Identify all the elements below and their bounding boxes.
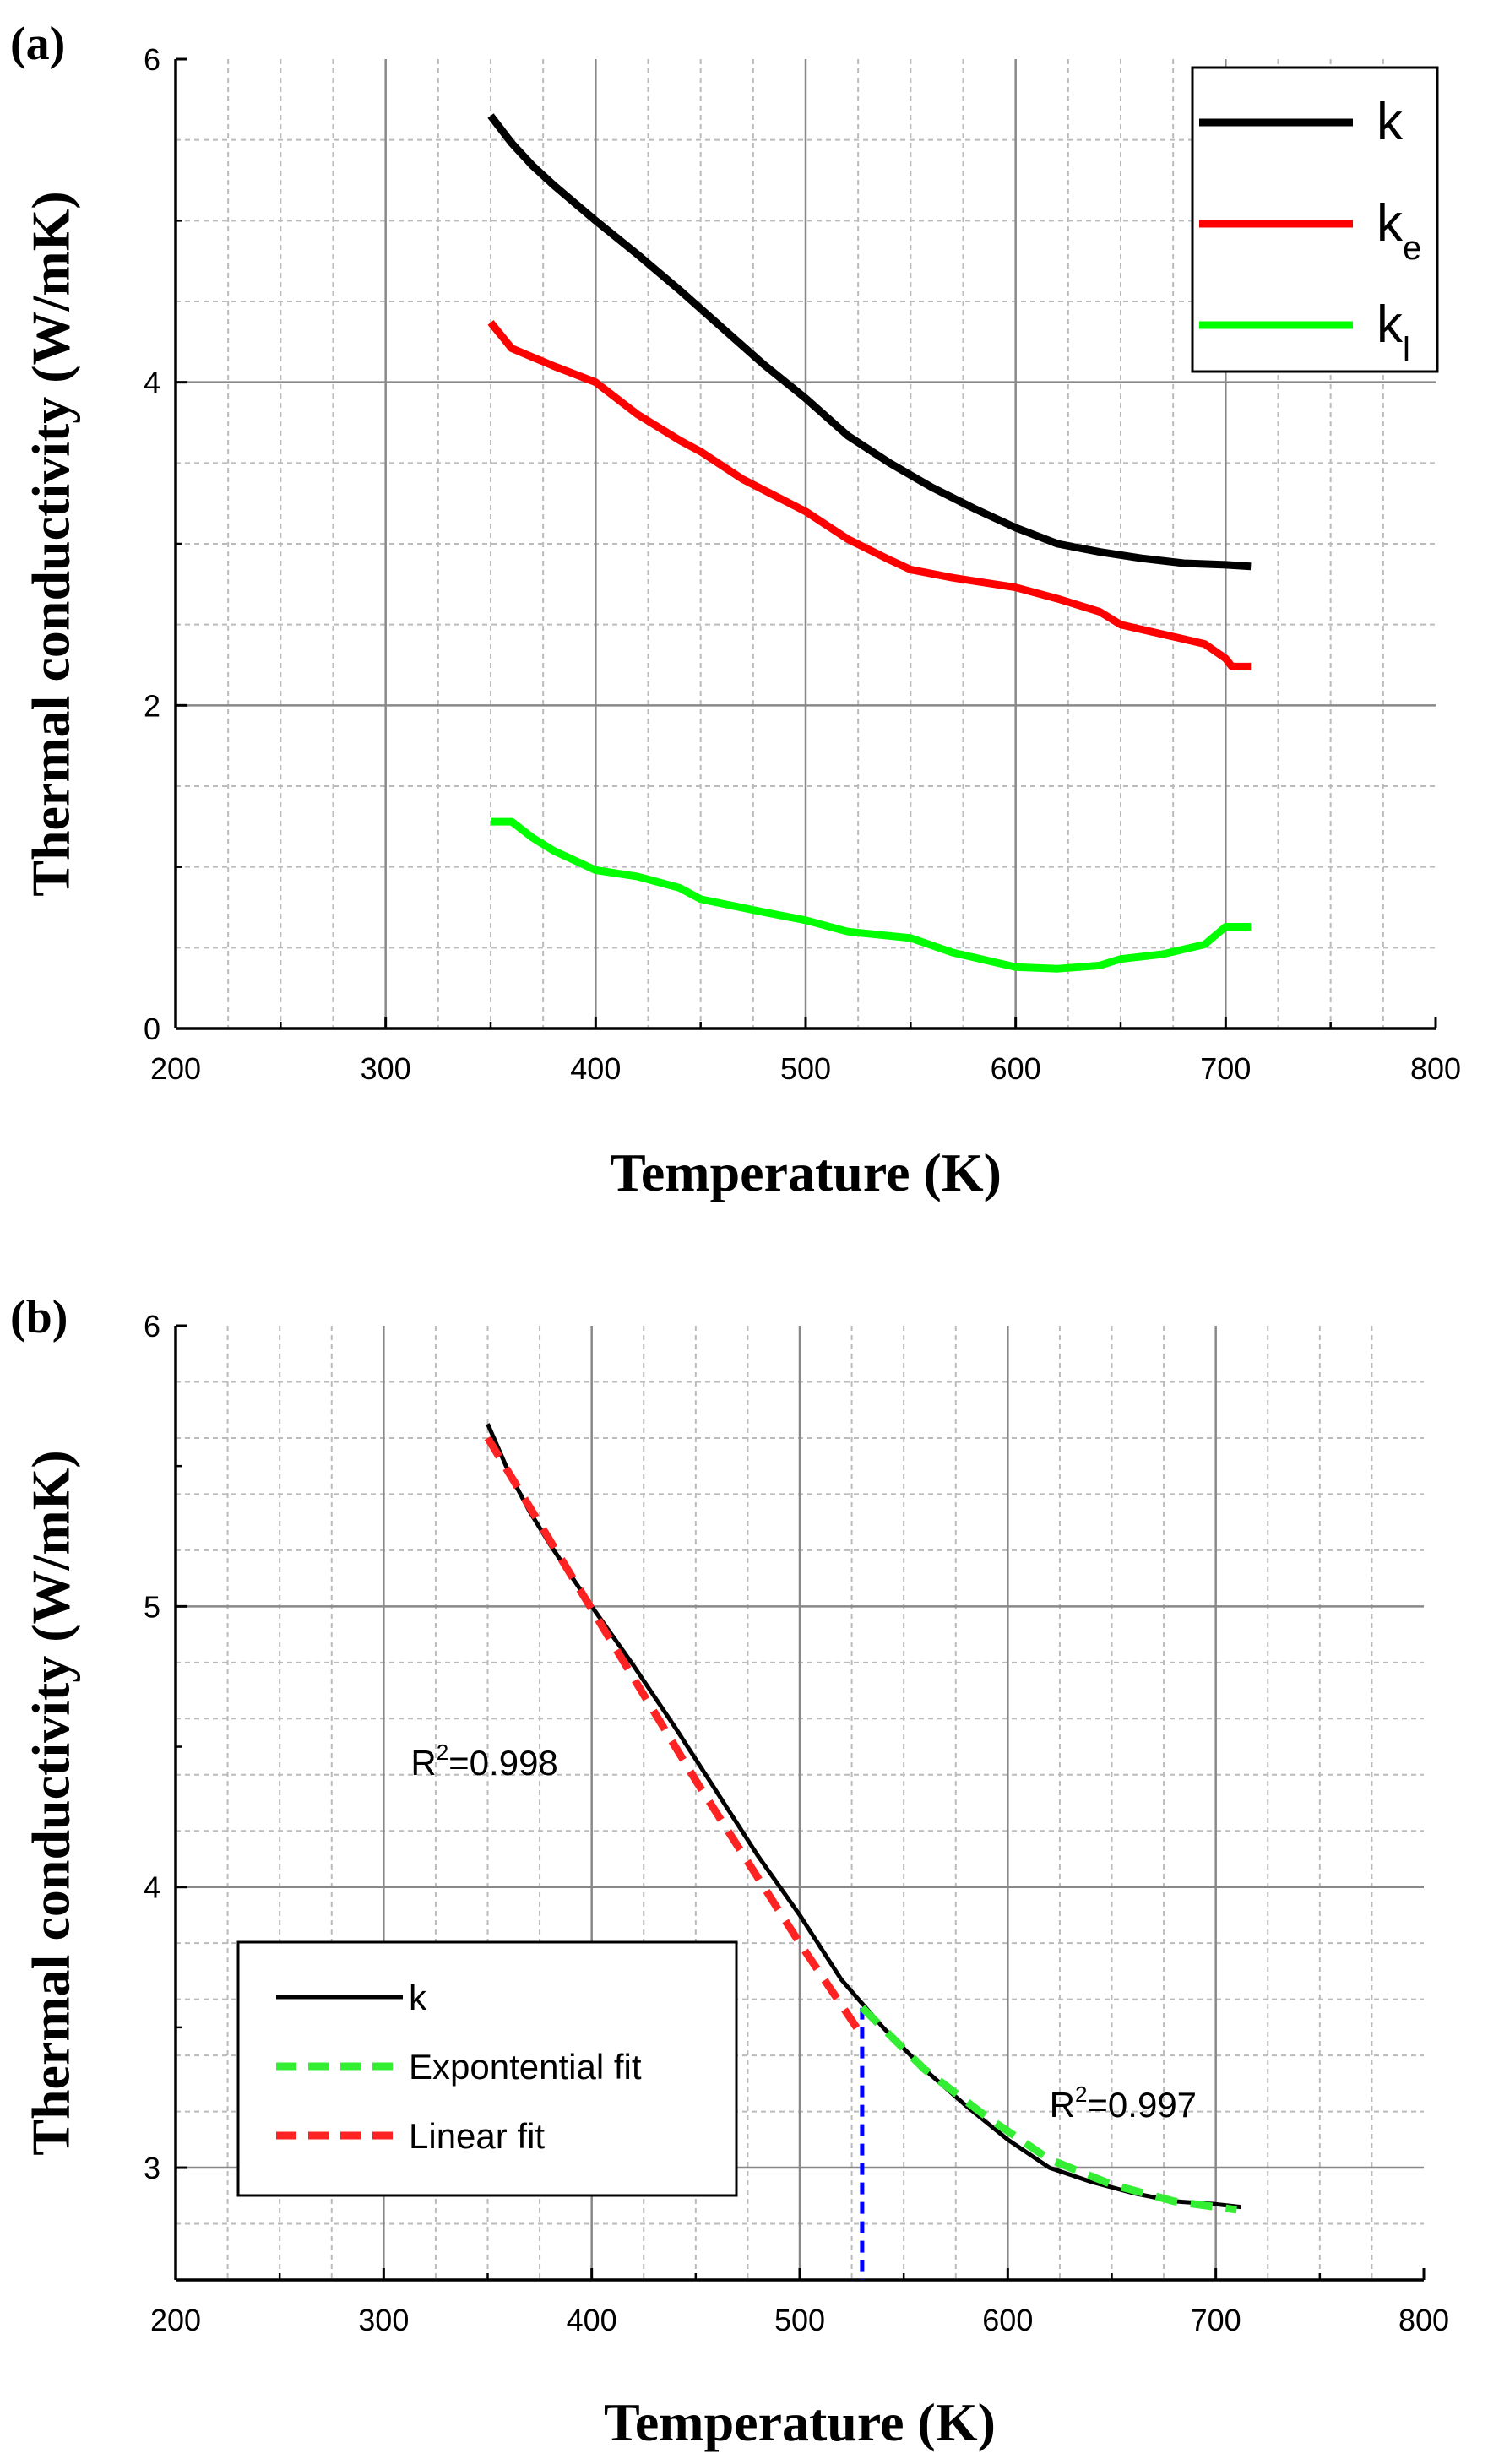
p1-x-tick-label: 700 (1191, 2303, 1241, 2337)
p0-x-tick-label: 200 (150, 1051, 201, 1086)
p0-x-tick-label: 500 (780, 1051, 831, 1086)
panel-b-chart: 200 300 400 500 600 700 800 3 4 5 6 Temperature (K)… (10, 1291, 1449, 2452)
p1-legend-label: Expontential fit (409, 2047, 642, 2087)
p1-x-tick-label: 200 (150, 2303, 201, 2337)
p0-series-kl (491, 817, 1252, 973)
p1-y-axis-title: Thermal conductivity (W/mK) (21, 1450, 81, 2155)
p1-x-tick-label: 500 (774, 2303, 825, 2337)
p0-legend-box (1191, 66, 1439, 373)
p0-y-tick-label: 2 (144, 688, 160, 723)
p0-x-tick-label: 400 (570, 1051, 621, 1086)
p1-legend-label: k (409, 1978, 427, 2017)
p1-x-tick-label: 600 (982, 2303, 1033, 2337)
p1-y-tick-label: 6 (144, 1309, 160, 1343)
p1-r-squared-annotation: R2=0.998 (410, 1739, 557, 1783)
p1-x-axis-title: Temperature (K) (604, 2392, 996, 2452)
p0-x-tick-label: 700 (1200, 1051, 1251, 1086)
p0-x-tick-label: 600 (991, 1051, 1041, 1086)
p1-y-tick-label: 3 (144, 2151, 160, 2185)
p1-series-linear-fit (484, 1436, 866, 2038)
panel-a-chart: 200 300 400 500 600 700 800 0 2 4 6 Temperature (K)… (10, 18, 1461, 1202)
p1-r-squared-annotation: R2=0.997 (1050, 2081, 1197, 2125)
p0-legend: k ke kl (1191, 66, 1439, 373)
p1-x-tick-label: 800 (1398, 2303, 1449, 2337)
p0-y-axis-title: Thermal conductivity (W/mK) (21, 191, 81, 896)
p0-panel-label: (a) (10, 18, 65, 70)
p1-grid (176, 1326, 1424, 2281)
p1-series-expontential-fit (859, 2005, 1237, 2214)
p1-y-tick-label: 5 (144, 1589, 160, 1624)
p1-legend: k Expontential fit Linear fit (236, 1940, 738, 2197)
p0-x-tick-label: 300 (361, 1051, 411, 1086)
p0-x-axis-title: Temperature (K) (610, 1142, 1002, 1202)
p1-panel-label: (b) (10, 1291, 68, 1343)
p0-x-tick-label: 800 (1410, 1051, 1461, 1086)
p1-x-tick-label: 300 (358, 2303, 409, 2337)
p0-legend-label: k (1377, 93, 1404, 151)
p0-legend-label: ke (1377, 194, 1421, 267)
p0-y-tick-label: 6 (144, 42, 160, 77)
p0-series-k (487, 113, 1252, 571)
p0-legend-label: kl (1377, 296, 1410, 368)
p1-y-tick-label: 4 (144, 1870, 160, 1905)
p0-y-tick-label: 4 (144, 366, 160, 400)
p1-legend-label: Linear fit (409, 2116, 545, 2156)
p0-series-ke (487, 320, 1252, 670)
p0-y-tick-label: 0 (144, 1012, 160, 1046)
p1-x-tick-label: 400 (567, 2303, 617, 2337)
